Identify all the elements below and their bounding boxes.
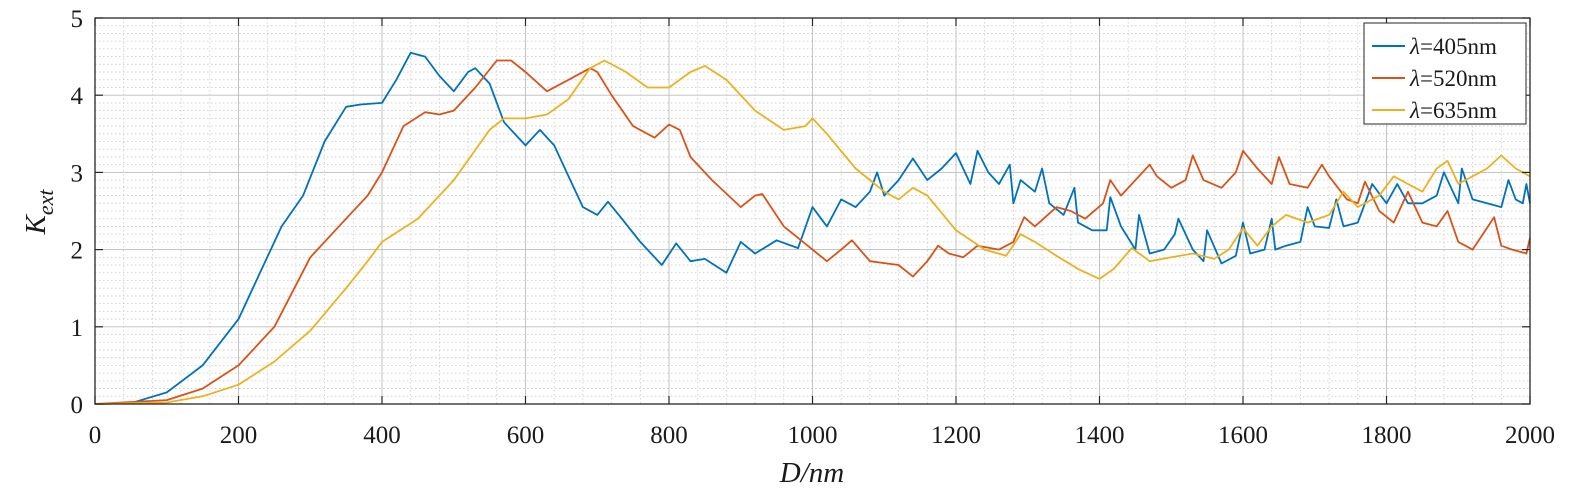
- y-tick-label: 0: [71, 392, 84, 419]
- x-tick-label: 400: [363, 422, 401, 449]
- y-tick-label: 3: [71, 160, 84, 187]
- legend-label-symbol: λ: [1409, 34, 1420, 59]
- legend-label-symbol: λ: [1409, 98, 1420, 123]
- x-tick-label: 0: [89, 422, 102, 449]
- x-tick-labels: 0 200 400 600 800 1000 1200 1400 1600 1800 2000: [89, 422, 1555, 449]
- x-tick-label: 1600: [1218, 422, 1268, 449]
- legend-label: λ=520nm: [1409, 66, 1497, 91]
- legend-label: λ=635nm: [1409, 98, 1497, 123]
- y-axis-title-subscript: ext: [33, 189, 58, 216]
- x-tick-label: 1800: [1362, 422, 1412, 449]
- legend-label-value: =520nm: [1420, 66, 1497, 91]
- legend-box: [1363, 22, 1527, 125]
- x-tick-label: 1400: [1075, 422, 1125, 449]
- y-tick-label: 4: [71, 83, 84, 110]
- x-tick-label: 1000: [788, 422, 838, 449]
- x-tick-label: 200: [220, 422, 258, 449]
- legend-label-symbol: λ: [1409, 66, 1420, 91]
- y-tick-label: 5: [71, 6, 84, 33]
- x-tick-label: 2000: [1505, 422, 1555, 449]
- y-tick-label: 1: [71, 315, 84, 342]
- x-tick-label: 800: [650, 422, 688, 449]
- y-tick-label: 2: [71, 238, 84, 265]
- legend-label-value: =405nm: [1420, 34, 1497, 59]
- series-layer: [94, 51, 1531, 405]
- x-tick-label: 1200: [931, 422, 981, 449]
- tick-marks: [94, 17, 1531, 405]
- x-tick-label: 600: [507, 422, 545, 449]
- legend-label-value: =635nm: [1420, 98, 1497, 123]
- series-line: [94, 59, 1531, 405]
- y-tick-labels: 0 1 2 3 4 5: [71, 6, 84, 419]
- legend-label: λ=405nm: [1409, 34, 1497, 59]
- y-axis-title-main: K: [20, 214, 52, 236]
- y-axis-title: Kext: [20, 189, 58, 236]
- series-line: [94, 51, 1531, 405]
- x-axis-title: D/nm: [779, 457, 844, 489]
